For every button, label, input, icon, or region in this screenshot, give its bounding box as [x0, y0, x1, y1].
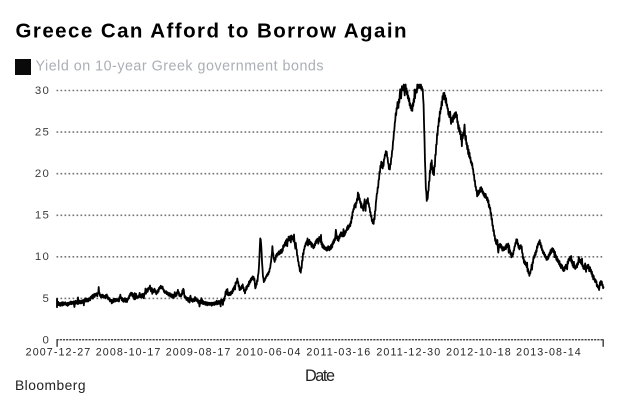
- svg-text:2011-12-30: 2011-12-30: [376, 346, 441, 358]
- svg-text:Bloomberg: Bloomberg: [15, 378, 86, 393]
- svg-text:10: 10: [35, 251, 50, 263]
- svg-text:30: 30: [35, 85, 50, 97]
- svg-text:2008-10-17: 2008-10-17: [96, 346, 162, 358]
- svg-text:2009-08-17: 2009-08-17: [166, 346, 232, 358]
- svg-text:Date: Date: [305, 367, 335, 385]
- svg-text:2007-12-27: 2007-12-27: [26, 346, 92, 358]
- svg-text:Yield on 10-year Greek governm: Yield on 10-year Greek government bonds: [36, 58, 324, 74]
- svg-text:2010-06-04: 2010-06-04: [236, 346, 302, 358]
- svg-text:25: 25: [35, 127, 50, 139]
- svg-text:5: 5: [42, 293, 50, 305]
- svg-text:0: 0: [42, 334, 50, 346]
- svg-text:2012-10-18: 2012-10-18: [446, 346, 512, 358]
- svg-text:15: 15: [35, 210, 50, 222]
- svg-text:2013-08-14: 2013-08-14: [516, 346, 582, 358]
- svg-text:20: 20: [35, 168, 50, 180]
- svg-text:2011-03-16: 2011-03-16: [306, 346, 371, 358]
- svg-text:Greece Can Afford to Borrow Ag: Greece Can Afford to Borrow Again: [16, 20, 407, 43]
